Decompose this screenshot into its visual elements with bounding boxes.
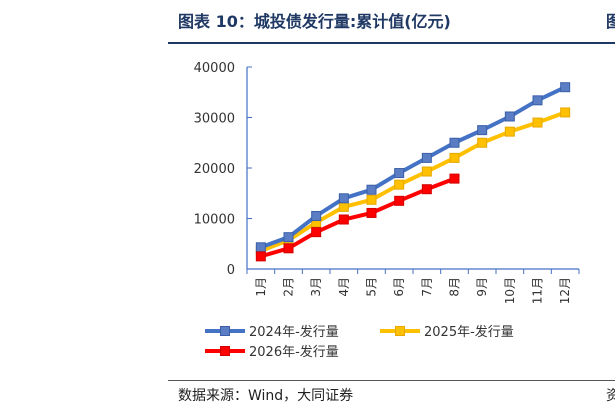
data-point — [311, 227, 322, 238]
data-point — [504, 126, 515, 137]
x-tick-label: 4月 — [337, 277, 351, 297]
data-point — [449, 137, 460, 148]
x-tick-label: 8月 — [448, 277, 462, 297]
data-point — [560, 82, 571, 93]
data-point — [255, 242, 266, 253]
data-point — [311, 210, 322, 221]
series-layer — [255, 82, 571, 262]
x-tick-label: 10月 — [503, 277, 517, 304]
data-point — [421, 184, 432, 195]
legend-label: 2025年-发行量 — [424, 324, 514, 340]
x-tick-label: 6月 — [392, 277, 406, 297]
data-point — [338, 193, 349, 204]
legend-swatch-marker — [220, 326, 230, 336]
legend-item-3: 2026年-发行量 — [205, 344, 339, 360]
data-point — [421, 166, 432, 177]
title-rule — [168, 42, 615, 44]
data-point — [477, 137, 488, 148]
data-point — [366, 207, 377, 218]
data-point — [421, 152, 432, 163]
data-point — [366, 184, 377, 195]
x-tick-label: 11月 — [531, 277, 545, 304]
y-tick-label: 20000 — [194, 162, 235, 177]
x-tick-label: 1月 — [254, 277, 268, 297]
data-point — [338, 214, 349, 225]
x-tick-label: 9月 — [475, 277, 489, 297]
data-point — [394, 195, 405, 206]
chart-title: 图表 10：城投债发行量:累计值(亿元) — [178, 12, 451, 31]
y-tick-label: 40000 — [194, 61, 235, 76]
x-tick-label: 7月 — [420, 277, 434, 297]
legend-swatch-marker — [220, 346, 230, 356]
legend-item-1: 2024年-发行量 — [205, 324, 339, 340]
next-figure-title-fragment: 图 — [606, 12, 615, 31]
legend-item-2: 2025年-发行量 — [380, 324, 514, 340]
chart-legend: 2024年-发行量 2025年-发行量 2026年-发行量 — [205, 324, 514, 360]
series-3 — [255, 173, 460, 262]
series-line — [260, 85, 567, 250]
series-1 — [255, 82, 571, 253]
series-line — [260, 110, 566, 253]
data-point — [394, 179, 405, 190]
data-point — [283, 232, 294, 243]
y-tick-label: 0 — [227, 263, 235, 278]
y-tick-label: 30000 — [194, 112, 235, 127]
series-2 — [255, 107, 571, 256]
data-point — [560, 107, 571, 118]
data-point — [477, 125, 488, 136]
footer-rule — [168, 380, 615, 381]
legend-label: 2026年-发行量 — [249, 344, 339, 360]
data-point — [394, 168, 405, 179]
legend-label: 2024年-发行量 — [249, 324, 339, 340]
next-figure-source-fragment: 资 — [606, 388, 615, 404]
x-tick-label: 5月 — [365, 277, 379, 297]
y-tick-label: 10000 — [194, 213, 235, 228]
x-tick-label: 12月 — [558, 277, 572, 304]
data-point — [449, 152, 460, 163]
x-tick-label: 3月 — [309, 277, 323, 297]
data-source: 数据来源：Wind，大同证券 — [178, 388, 354, 404]
data-point — [532, 117, 543, 128]
data-point — [255, 251, 266, 262]
legend-swatch-marker — [395, 326, 405, 336]
data-point — [449, 173, 460, 184]
data-point — [366, 194, 377, 205]
data-point — [504, 111, 515, 122]
data-point — [532, 95, 543, 106]
x-tick-label: 2月 — [282, 277, 296, 297]
data-point — [283, 243, 294, 254]
chart-axes: 0 10000 20000 30000 40000 1月 2月 3月 4月 5月 6月 7月 8月 9月 1… — [194, 61, 580, 304]
data-point — [338, 201, 349, 212]
